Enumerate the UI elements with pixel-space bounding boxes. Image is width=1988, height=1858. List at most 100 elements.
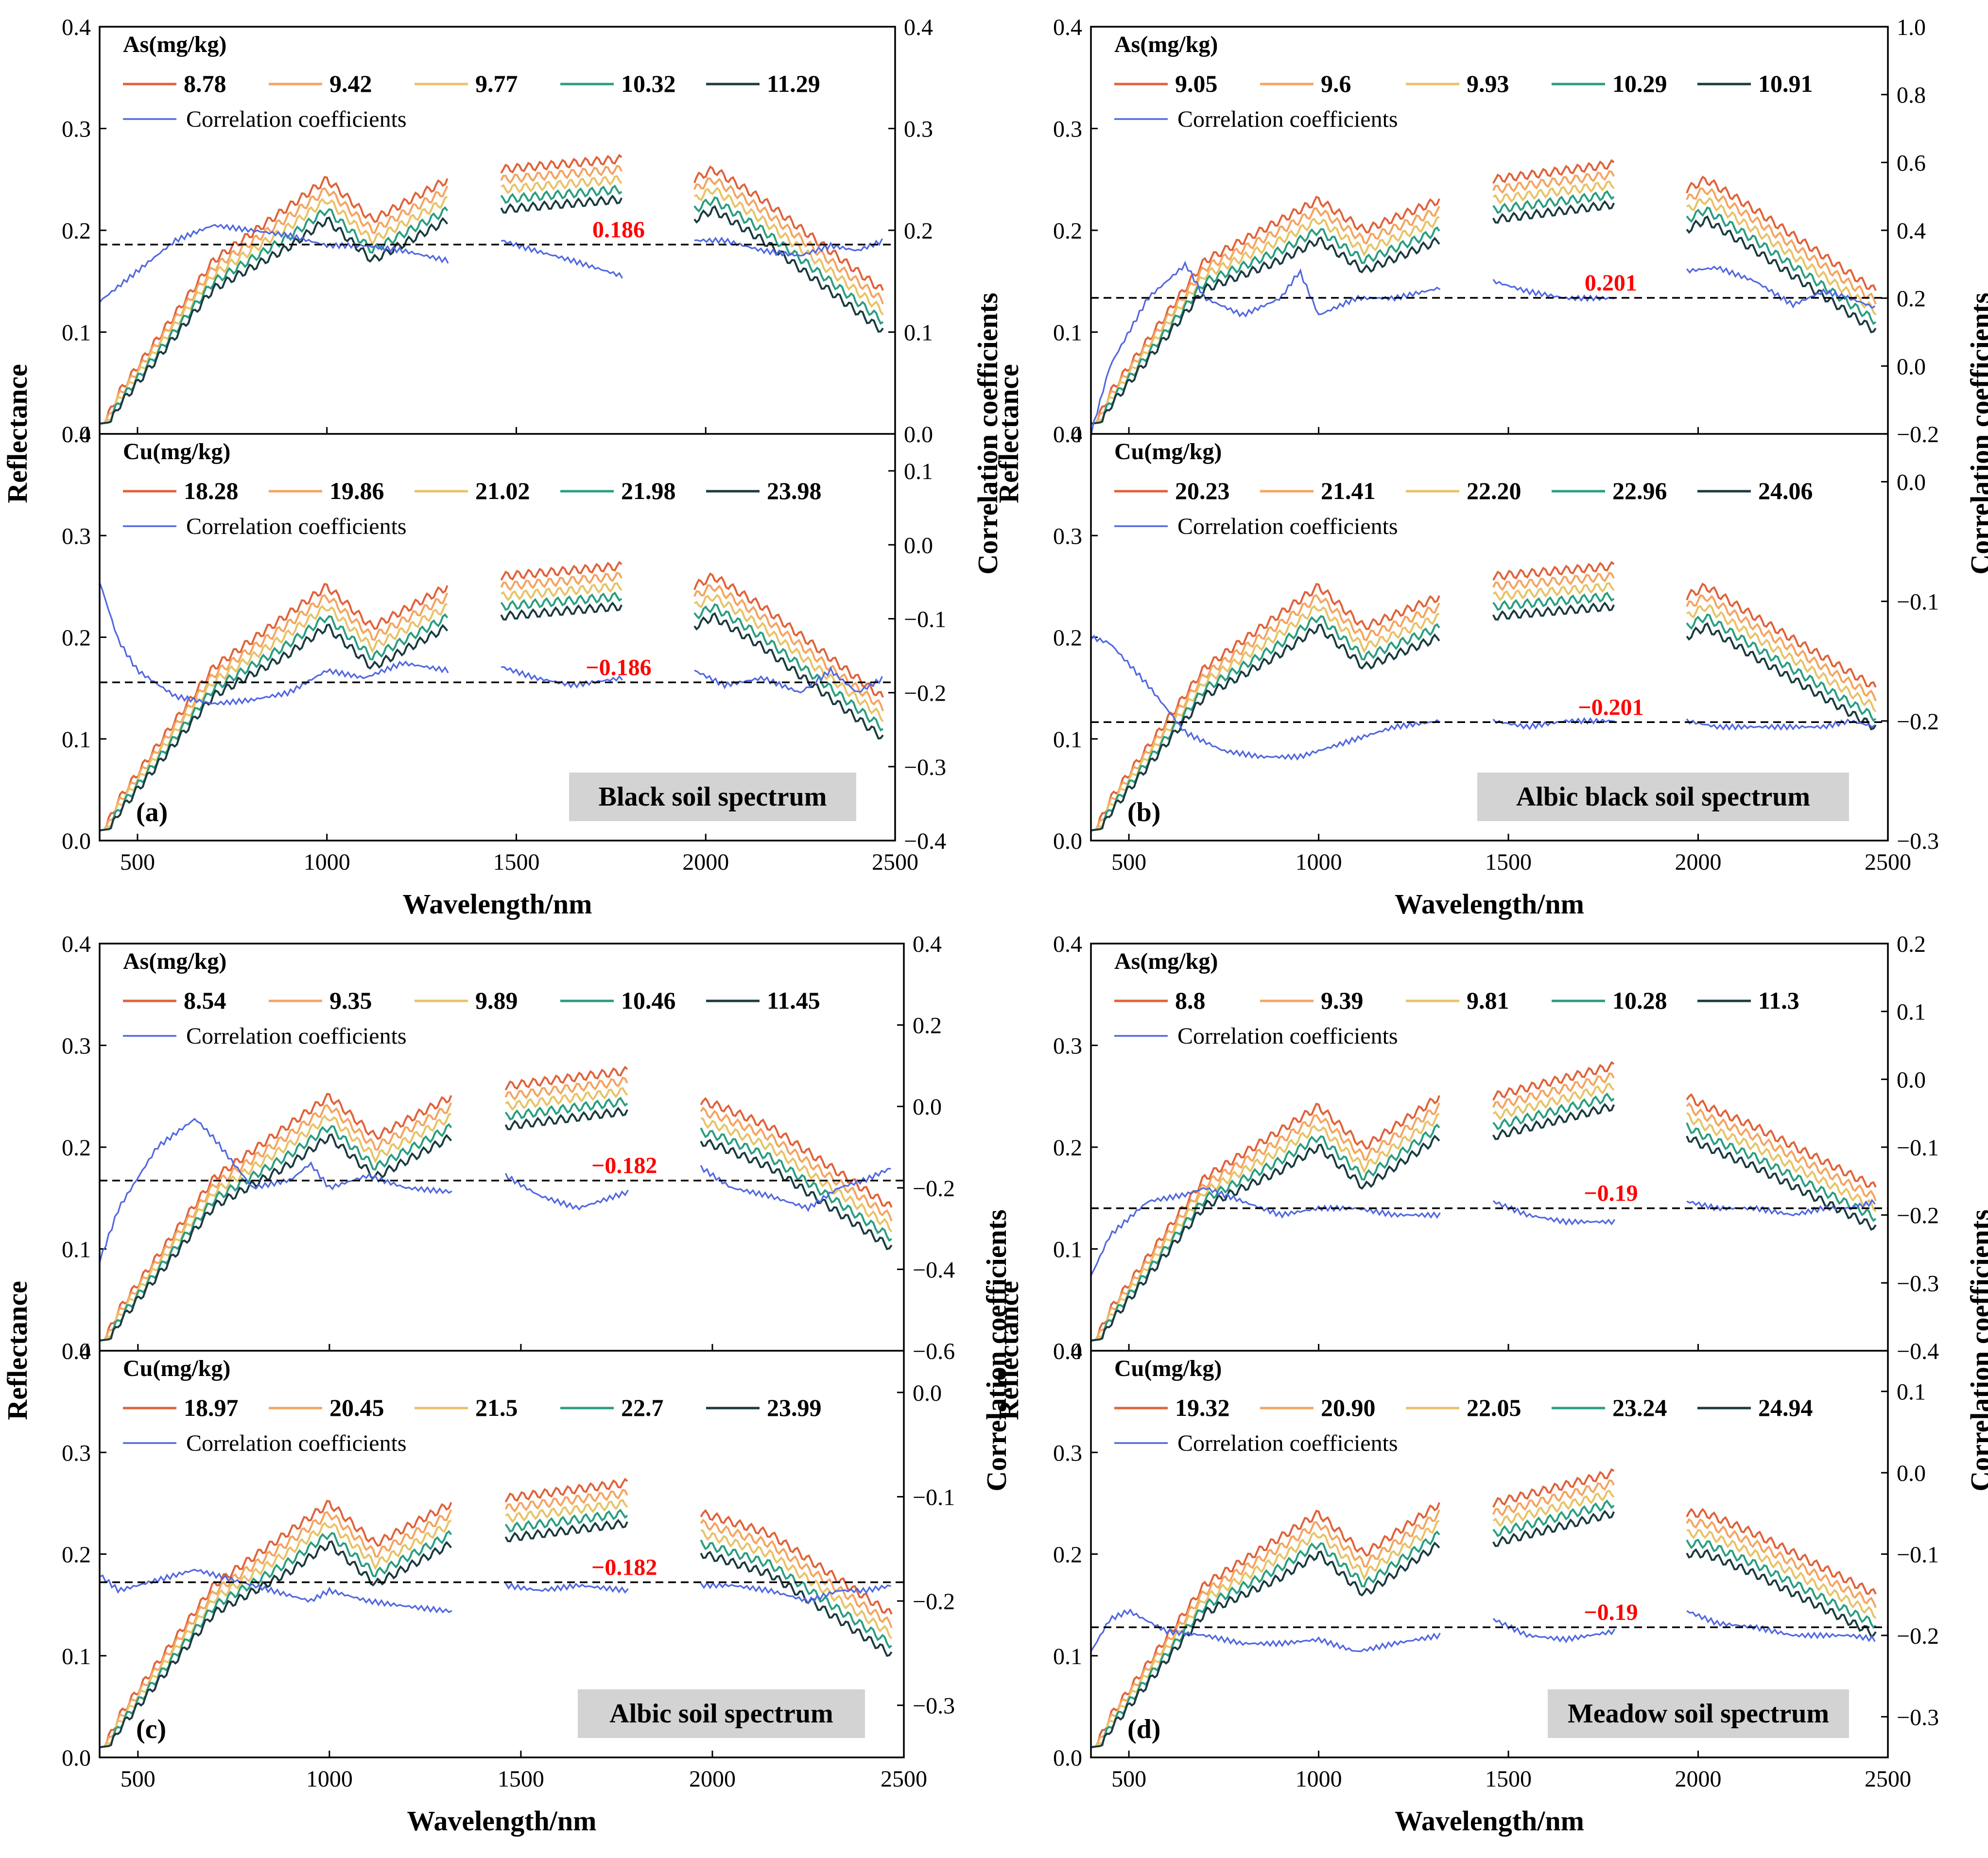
subplot-bottom: 0.0 0.1 0.2 0.3 0.4 −0.3 −0.2 −0.1 0.0 0.1 −0.19 Cu… (1053, 1339, 1939, 1771)
reflectance-line-2 (700, 1518, 893, 1629)
y2-tick-label: −0.4 (904, 828, 946, 854)
reflectance-line-2 (1686, 187, 1877, 305)
correlation-line (1492, 1200, 1616, 1226)
y-tick-label: 0.2 (1053, 1135, 1082, 1161)
y2-tick-label: −0.1 (904, 606, 946, 632)
reflectance-line-4 (500, 591, 622, 611)
correlation-line (1686, 1610, 1876, 1642)
y2-tick-label: 0.0 (904, 422, 933, 447)
legend-title: Cu(mg/kg) (1114, 1356, 1222, 1381)
y-tick-label: 0.1 (1053, 320, 1082, 346)
reflectance-line-2 (1492, 571, 1615, 591)
x-tick-label: 1000 (1296, 1766, 1342, 1792)
legend-entry-1: 19.32 (1175, 1394, 1230, 1421)
x-tick-label: 1000 (1296, 849, 1342, 875)
y2-tick-label: −0.2 (913, 1589, 955, 1615)
y-tick-label: 0.1 (62, 320, 91, 346)
y2-tick-label: 0.0 (1897, 354, 1926, 379)
reflectance-line-3 (694, 187, 884, 316)
reflectance-line-2 (99, 1102, 452, 1342)
y2-tick-label: −0.2 (1897, 709, 1939, 735)
legend-entry-correlation: Correlation coefficients (186, 1023, 407, 1049)
reflectance-line-5 (1090, 236, 1440, 425)
reflectance-line-1 (1686, 583, 1877, 688)
reflectance-line-4 (693, 603, 884, 732)
legend-entry-1: 20.23 (1175, 477, 1230, 504)
y-tick-label: 0.2 (62, 1542, 91, 1568)
y-tick-label: 0.2 (1053, 625, 1082, 651)
legend-entry-2: 9.39 (1321, 987, 1364, 1014)
y2-tick-label: −0.3 (913, 1693, 955, 1719)
legend-title: As(mg/kg) (123, 32, 226, 57)
y-tick-label: 0.2 (1053, 1542, 1082, 1568)
reflectance-line-1 (693, 165, 884, 291)
reflectance-line-3 (700, 1117, 893, 1233)
correlation-line (694, 236, 883, 257)
reflectance-line-1 (1090, 195, 1440, 425)
reflectance-line-4 (1090, 226, 1440, 425)
legend-entry-5: 10.91 (1758, 70, 1813, 97)
reflectance-line-5 (99, 1133, 452, 1342)
reflectance-line-5 (1492, 602, 1615, 621)
reflectance-line-5 (500, 194, 623, 214)
y2-tick-label: 1.0 (1897, 15, 1926, 40)
reflectance-line-1 (500, 561, 622, 581)
y2-tick-label: 0.0 (1897, 469, 1926, 495)
y-tick-label: 0.3 (62, 1033, 91, 1059)
reflectance-line-1 (700, 1509, 893, 1615)
legend-title: As(mg/kg) (1114, 948, 1218, 974)
y-axis-title: Reflectance (1, 1281, 33, 1420)
legend-entry-3: 9.93 (1467, 70, 1509, 97)
legend-entry-1: 18.28 (184, 477, 239, 504)
reflectance-line-5 (1686, 1548, 1877, 1638)
legend-entry-4: 21.98 (621, 477, 676, 504)
y-tick-label: 0.1 (1053, 1644, 1082, 1669)
y-tick-label: 0.3 (1053, 1440, 1082, 1466)
reflectance-line-1 (693, 572, 884, 698)
y-tick-label: 0.4 (62, 931, 91, 957)
y-tick-label: 0.0 (62, 828, 91, 854)
reflectance-line-5 (1090, 1541, 1440, 1749)
reflectance-line-1 (700, 1097, 893, 1208)
reflectance-line-2 (1090, 1509, 1440, 1749)
panel-c: 0.0 0.1 0.2 0.3 0.4 −0.6 −0.4 −0.2 0.0 0.2 0.4 −0.1… (1, 931, 1012, 1837)
threshold-label: −0.182 (591, 1153, 657, 1179)
correlation-line (1090, 1608, 1441, 1652)
legend-entry-4: 22.7 (621, 1394, 664, 1421)
correlation-line (505, 1582, 629, 1594)
y2-tick-label: 0.3 (904, 117, 933, 142)
y-tick-label: 0.4 (1053, 931, 1082, 957)
reflectance-line-5 (693, 205, 884, 333)
y2-tick-label: 0.2 (904, 218, 933, 244)
panel-b: 0.0 0.1 0.2 0.3 0.4 −0.2 0.0 0.2 0.4 0.6 0.8 1.0 0.2… (993, 15, 1988, 920)
x-tick-label: 1500 (493, 849, 539, 875)
y2-tick-label: 0.2 (913, 1013, 942, 1039)
reflectance-line-2 (1090, 1102, 1440, 1342)
legend-entry-5: 24.06 (1758, 477, 1813, 504)
y-tick-label: 0.2 (62, 218, 91, 244)
reflectance-line-3 (1686, 604, 1877, 712)
reflectance-line-2 (693, 584, 884, 711)
subplot-top: 0.0 0.1 0.2 0.3 0.4 −0.4 −0.3 −0.2 −0.1 0.0 0.1 0.2… (1053, 931, 1939, 1364)
reflectance-line-4 (1686, 1538, 1877, 1629)
y2-tick-label: −0.1 (1897, 1135, 1939, 1161)
reflectance-line-1 (99, 1093, 452, 1342)
y2-tick-label: −0.3 (1897, 1271, 1939, 1296)
reflectance-line-5 (700, 1550, 893, 1657)
correlation-line (694, 666, 883, 694)
y2-tick-label: 0.1 (904, 320, 933, 346)
reflectance-line-1 (1492, 1468, 1615, 1508)
reflectance-line-2 (1492, 1072, 1615, 1110)
threshold-label: −0.201 (1578, 694, 1643, 720)
legend-entry-correlation: Correlation coefficients (1177, 106, 1398, 132)
x-tick-label: 2500 (881, 1766, 927, 1792)
correlation-line (504, 1173, 629, 1211)
y-axis-title: Reflectance (1, 364, 33, 503)
legend-entry-4: 10.32 (621, 70, 676, 97)
y-tick-label: 0.2 (62, 625, 91, 651)
y2-tick-label: 0.1 (1897, 1379, 1926, 1405)
reflectance-line-1 (504, 1066, 628, 1091)
reflectance-line-1 (99, 1499, 452, 1749)
legend-title: Cu(mg/kg) (123, 1356, 230, 1381)
y-tick-label: 0.4 (62, 15, 91, 40)
